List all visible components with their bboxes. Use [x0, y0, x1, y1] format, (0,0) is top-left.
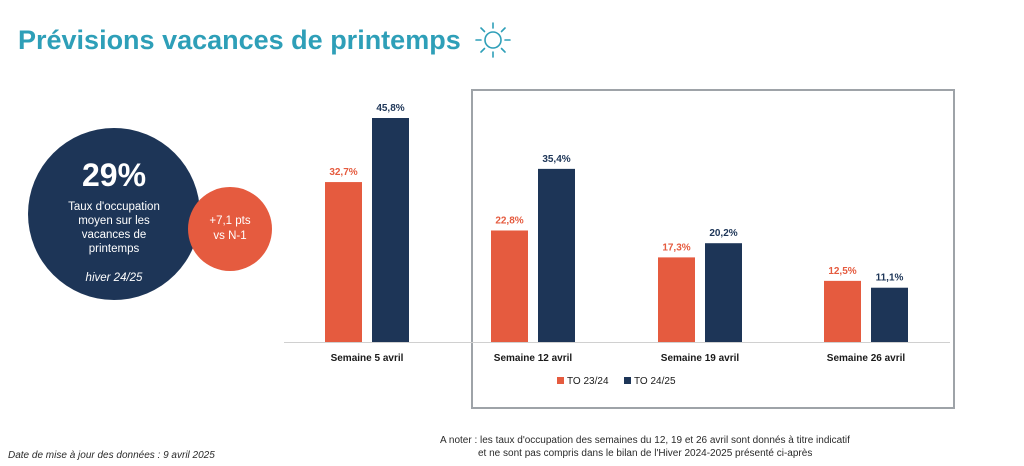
kpi-value: 29%: [81, 157, 147, 193]
data-label: 35,4%: [542, 154, 570, 165]
page-title: Prévisions vacances de printemps: [18, 20, 513, 60]
data-label: 45,8%: [376, 103, 404, 114]
bar-to-23-24: [491, 230, 528, 342]
data-update-note: Date de mise à jour des données : 9 avri…: [8, 450, 215, 461]
footnote: A noter : les taux d'occupation des sema…: [440, 434, 850, 460]
data-label: 11,1%: [876, 273, 904, 284]
kpi-label: Taux d'occupation moyen sur les vacances…: [68, 201, 160, 255]
bar-to-24-25: [871, 287, 908, 342]
bar-to-23-24: [658, 257, 695, 342]
category-label: Semaine 26 avril: [827, 353, 906, 364]
bar-to-24-25: [538, 168, 575, 342]
data-label: 22,8%: [495, 215, 523, 226]
kpi-circle: 29% Taux d'occupation moyen sur les vaca…: [28, 128, 200, 300]
category-label: Semaine 19 avril: [661, 353, 740, 364]
data-label: 20,2%: [709, 228, 737, 239]
delta-value: +7,1 pts: [209, 215, 251, 227]
legend-label: TO 23/24: [567, 376, 609, 387]
footnote-line-1: A noter : les taux d'occupation des sema…: [440, 435, 850, 446]
bar-to-23-24: [824, 280, 861, 342]
delta-comparison: vs N-1: [213, 230, 247, 242]
category-label: Semaine 12 avril: [494, 353, 573, 364]
bar-to-24-25: [705, 243, 742, 342]
legend-label: TO 24/25: [634, 376, 676, 387]
category-label: Semaine 5 avril: [331, 353, 404, 364]
page-title-text: Prévisions vacances de printemps: [18, 24, 461, 55]
delta-badge: +7,1 pts vs N-1: [188, 187, 272, 271]
bar-to-23-24: [325, 182, 362, 342]
legend-swatch: [624, 377, 631, 384]
kpi-season: hiver 24/25: [85, 272, 143, 284]
indicative-weeks-frame: [471, 89, 955, 409]
sun-icon: [474, 22, 511, 58]
legend-swatch: [557, 377, 564, 384]
data-label: 12,5%: [828, 266, 856, 277]
bar-to-24-25: [372, 118, 409, 342]
footnote-line-2: et ne sont pas compris dans le bilan de …: [478, 448, 813, 459]
data-label: 32,7%: [329, 167, 357, 178]
data-label: 17,3%: [662, 242, 690, 253]
